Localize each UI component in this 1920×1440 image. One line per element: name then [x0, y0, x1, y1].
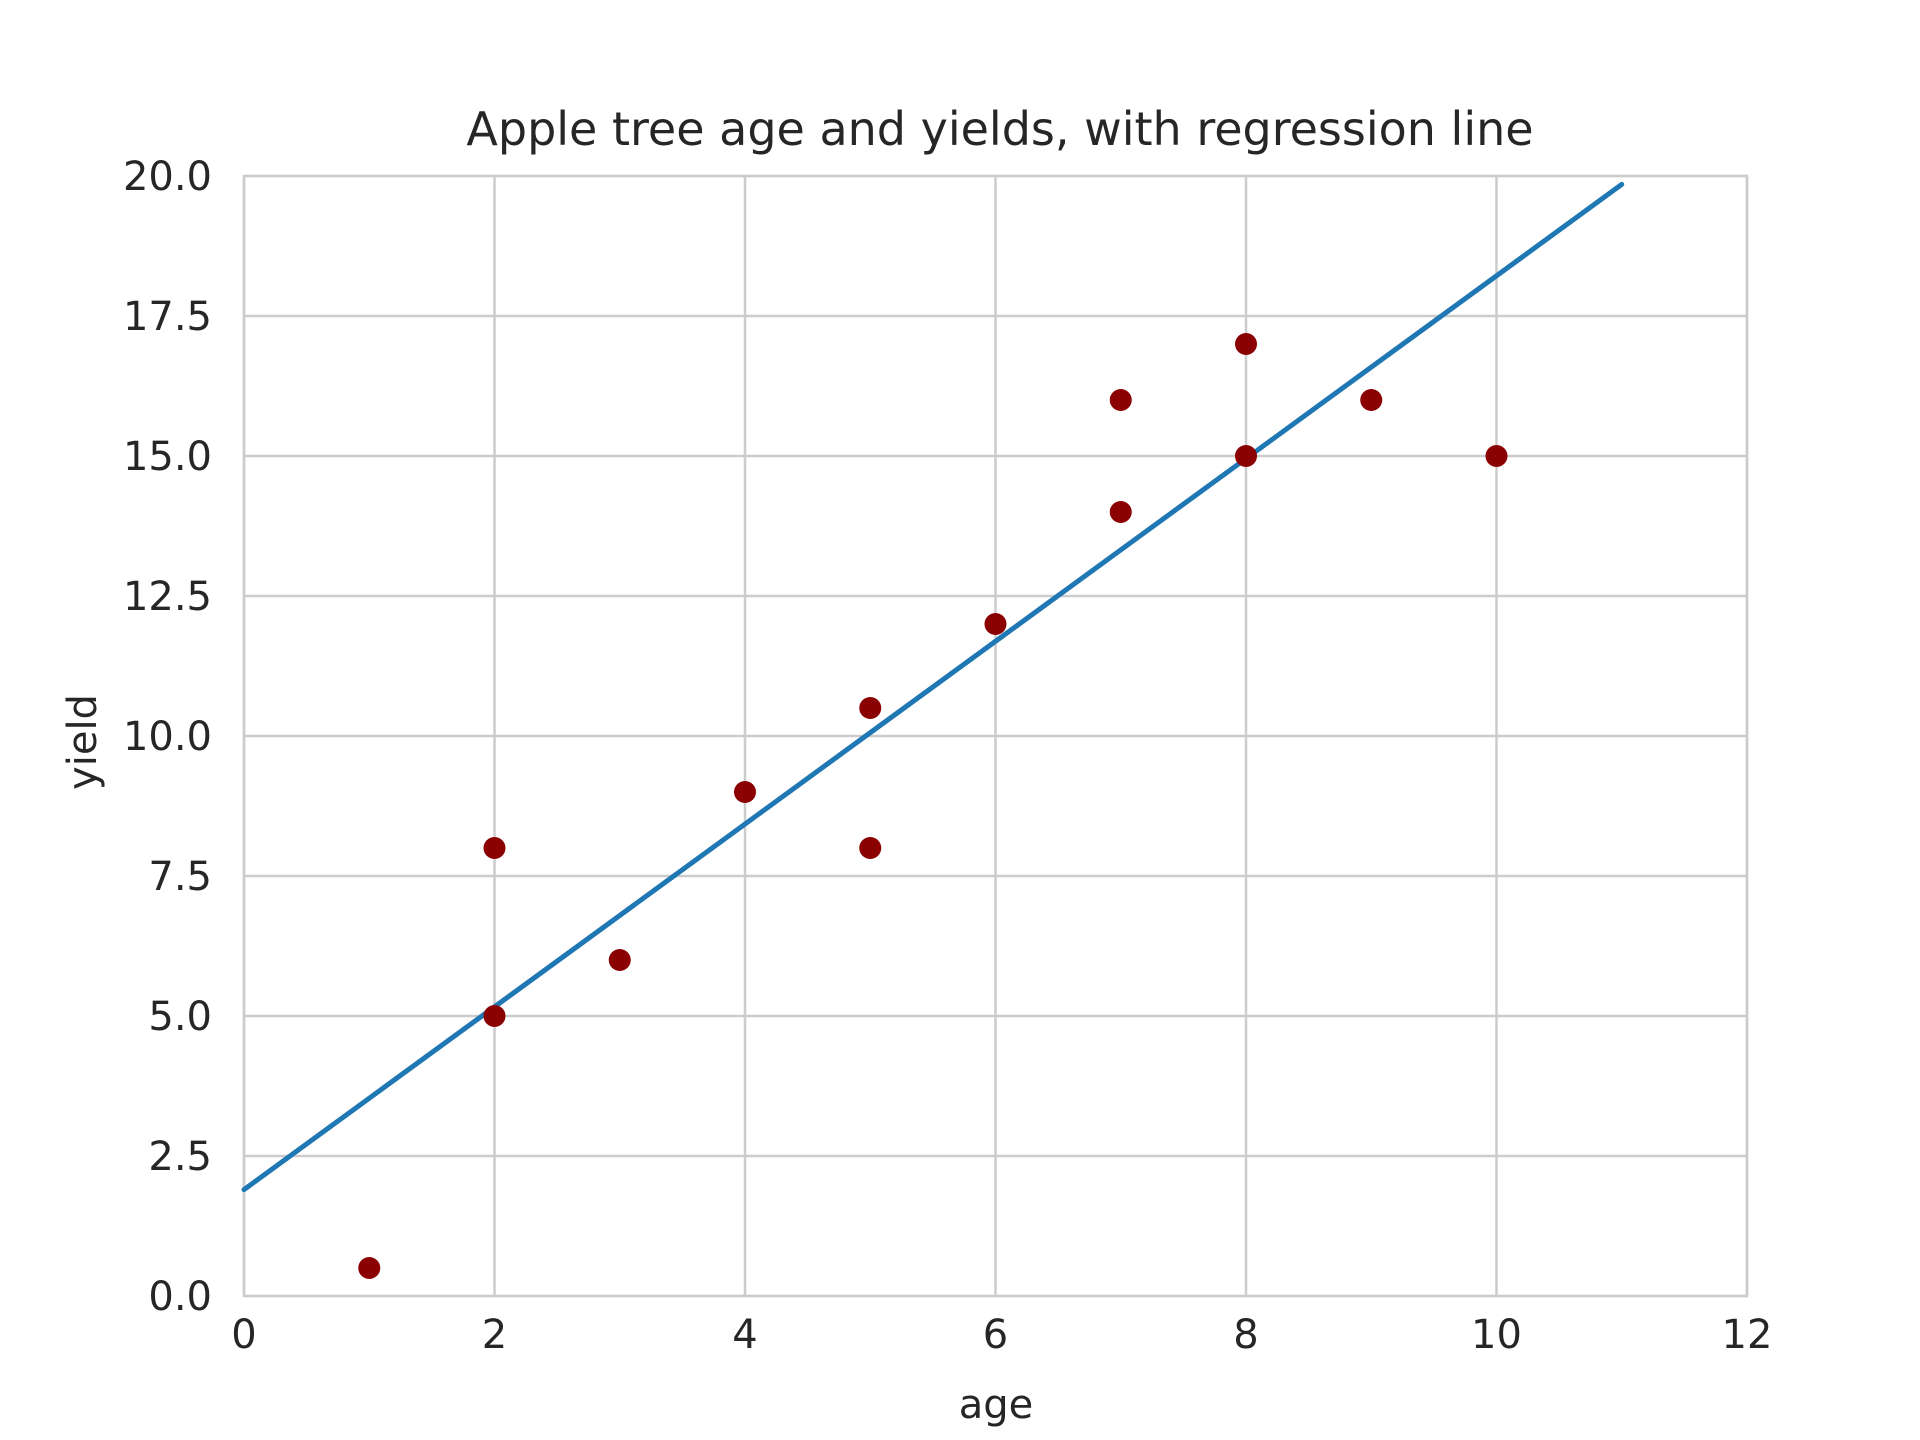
y-tick-label: 17.5 [123, 294, 212, 340]
y-tick-label: 12.5 [123, 574, 212, 620]
y-axis-label: yield [60, 694, 106, 790]
scatter-point [734, 781, 756, 803]
x-tick-label: 2 [482, 1312, 507, 1358]
y-tick-label: 7.5 [148, 854, 212, 900]
grid-layer [242, 174, 1749, 1298]
scatter-point [483, 837, 506, 859]
scatter-point [859, 697, 882, 719]
plot-frame [242, 174, 1749, 1298]
scatter-point [1109, 501, 1132, 523]
y-tick-label: 20.0 [123, 154, 212, 200]
x-tick-label: 12 [1722, 1312, 1773, 1358]
x-tick-labels: 0 2 4 6 8 10 12 [231, 1312, 1772, 1358]
scatter-point [984, 613, 1007, 635]
regression-line [241, 181, 1625, 1193]
y-tick-labels: 0.0 2.5 5.0 7.5 10.0 12.5 15.0 17.5 20.0 [123, 154, 212, 1320]
x-tick-label: 10 [1471, 1312, 1522, 1358]
scatter-point [1485, 445, 1508, 467]
x-tick-label: 6 [983, 1312, 1008, 1358]
regression-line-layer [241, 181, 1625, 1193]
x-axis-label: age [959, 1382, 1034, 1428]
y-tick-label: 15.0 [123, 434, 212, 480]
x-tick-label: 4 [732, 1312, 757, 1358]
scatter-point [483, 1005, 506, 1027]
scatter-point [1360, 389, 1383, 411]
y-tick-label: 2.5 [148, 1134, 212, 1180]
scatter-points-layer [358, 333, 1508, 1279]
y-tick-label: 10.0 [123, 714, 212, 760]
chart-title: Apple tree age and yields, with regressi… [466, 102, 1533, 156]
x-tick-label: 0 [231, 1312, 256, 1358]
scatter-point [608, 949, 631, 971]
x-tick-label: 8 [1233, 1312, 1258, 1358]
axes-frame [242, 174, 1749, 1298]
scatter-point [859, 837, 882, 859]
scatter-point [1109, 389, 1132, 411]
y-tick-label: 0.0 [148, 1274, 212, 1320]
scatter-point [1235, 445, 1257, 467]
y-tick-label: 5.0 [148, 994, 212, 1040]
scatter-point [358, 1257, 381, 1279]
scatter-point [1235, 333, 1257, 355]
